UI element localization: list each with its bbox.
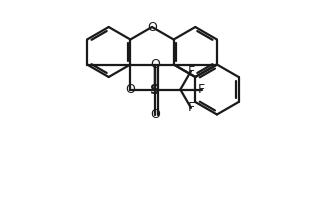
Text: S: S (150, 82, 160, 96)
Text: O: O (151, 58, 160, 71)
Text: O: O (125, 83, 135, 96)
Text: F: F (187, 65, 194, 78)
Text: F: F (187, 101, 194, 114)
Text: O: O (151, 108, 160, 121)
Text: O: O (147, 21, 157, 34)
Text: F: F (198, 83, 205, 96)
